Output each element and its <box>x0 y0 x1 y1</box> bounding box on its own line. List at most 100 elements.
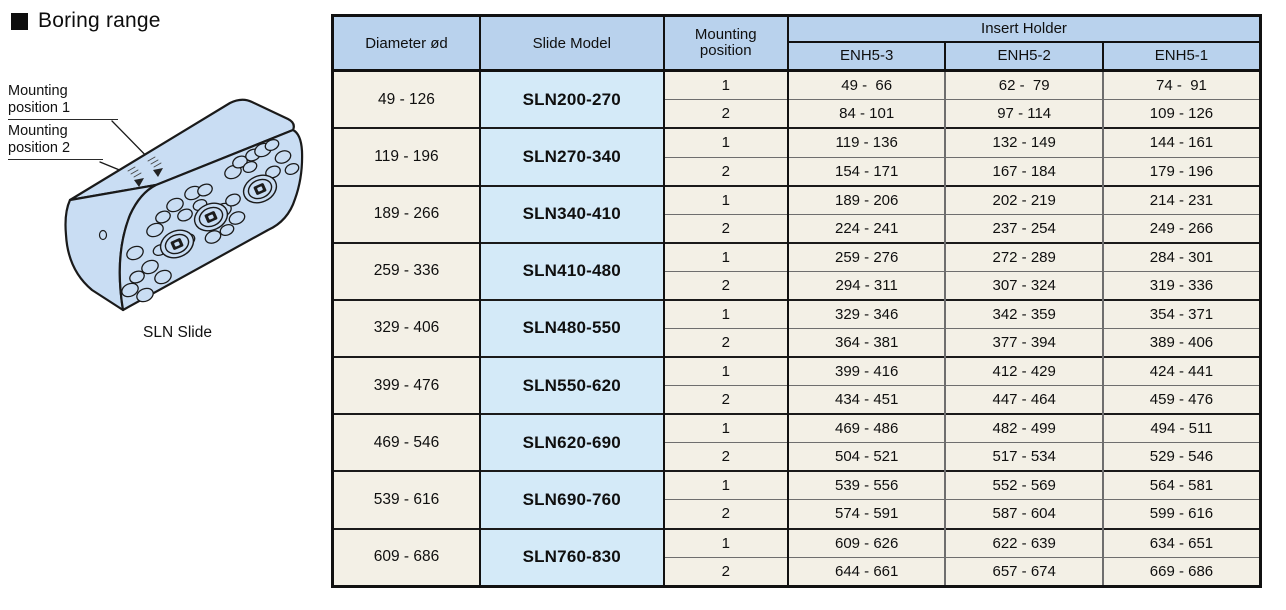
table-row: 539 - 616 SLN690-760 1 539 - 556 552 - 569 56… <box>332 470 1261 529</box>
enh5-1-cell: 669 - 686 <box>1102 556 1261 587</box>
mounting-position-cell: 2 <box>663 327 789 358</box>
slide-model-cell: SLN760-830 <box>479 527 665 587</box>
table-row: 119 - 196 SLN270-340 1 119 - 136 132 - 149 14… <box>332 127 1261 186</box>
table-row: 259 - 336 SLN410-480 1 259 - 276 272 - 289 28… <box>332 241 1261 300</box>
section-marker-square-icon <box>11 12 28 30</box>
diameter-cell: 539 - 616 <box>332 470 481 529</box>
mounting-position-1-label: Mounting position 1 <box>8 83 118 120</box>
mounting-position-cell: 1 <box>663 356 789 386</box>
enh5-3-cell: 84 - 101 <box>787 99 947 129</box>
table-row: 189 - 266 SLN340-410 1 189 - 206 202 - 219 21… <box>332 184 1261 243</box>
table-body: 49 - 126 SLN200-270 1 49 - 66 62 - 79 74 - 91… <box>332 69 1261 587</box>
mounting-position-cell: 1 <box>663 184 789 215</box>
enh5-3-cell: 399 - 416 <box>787 356 947 386</box>
enh5-1-cell: 319 - 336 <box>1102 270 1261 300</box>
enh5-2-cell: 517 - 534 <box>945 442 1104 472</box>
table-row: 2 434 - 451 447 - 464 459 - 476 <box>333 385 1261 415</box>
enh5-2-cell: 412 - 429 <box>945 356 1104 386</box>
boring-range-table: Diameter ød Slide Model Mounting positio… <box>331 14 1262 588</box>
enh5-3-cell: 294 - 311 <box>787 270 947 300</box>
table-row: 2 644 - 661 657 - 674 669 - 686 <box>333 556 1261 587</box>
enh5-2-cell: 167 - 184 <box>945 156 1104 186</box>
enh5-3-cell: 364 - 381 <box>787 327 947 358</box>
enh5-3-cell: 49 - 66 <box>787 69 947 100</box>
slide-model-cell: SLN270-340 <box>479 127 665 186</box>
enh5-3-cell: 224 - 241 <box>787 213 947 243</box>
enh5-2-cell: 132 - 149 <box>945 127 1104 157</box>
enh5-1-cell: 74 - 91 <box>1102 69 1261 100</box>
col-header-enh5-2: ENH5-2 <box>945 41 1104 72</box>
enh5-3-cell: 644 - 661 <box>787 556 947 587</box>
mounting-position-cell: 2 <box>663 270 789 300</box>
table-row: 2 154 - 171 167 - 184 179 - 196 <box>333 156 1261 186</box>
enh5-1-cell: 354 - 371 <box>1102 298 1261 329</box>
enh5-1-cell: 494 - 511 <box>1102 413 1261 443</box>
table-row: 2 574 - 591 587 - 604 599 - 616 <box>333 499 1261 529</box>
table-row: 609 - 686 SLN760-830 1 609 - 626 622 - 639 63… <box>332 527 1261 587</box>
enh5-3-cell: 189 - 206 <box>787 184 947 215</box>
enh5-2-cell: 482 - 499 <box>945 413 1104 443</box>
enh5-1-cell: 599 - 616 <box>1102 499 1261 529</box>
enh5-3-cell: 329 - 346 <box>787 298 947 329</box>
enh5-3-cell: 539 - 556 <box>787 470 947 500</box>
slide-model-cell: SLN480-550 <box>479 298 665 358</box>
table-row: 2 504 - 521 517 - 534 529 - 546 <box>333 442 1261 472</box>
mounting-position-1-marker-icon <box>153 168 163 177</box>
table-row: 2 84 - 101 97 - 114 109 - 126 <box>333 99 1261 129</box>
mounting-position-cell: 2 <box>663 99 789 129</box>
enh5-1-cell: 389 - 406 <box>1102 327 1261 358</box>
mounting-position-cell: 2 <box>663 556 789 587</box>
enh5-1-cell: 249 - 266 <box>1102 213 1261 243</box>
enh5-1-cell: 529 - 546 <box>1102 442 1261 472</box>
table-row: 399 - 476 SLN550-620 1 399 - 416 412 - 429 42… <box>332 356 1261 415</box>
slide-model-cell: SLN620-690 <box>479 413 665 472</box>
diameter-cell: 609 - 686 <box>332 527 481 587</box>
enh5-2-cell: 377 - 394 <box>945 327 1104 358</box>
mounting-position-cell: 1 <box>663 69 789 100</box>
mounting-position-cell: 2 <box>663 442 789 472</box>
diameter-cell: 49 - 126 <box>332 69 481 129</box>
enh5-2-cell: 307 - 324 <box>945 270 1104 300</box>
mounting-position-cell: 1 <box>663 127 789 157</box>
enh5-1-cell: 144 - 161 <box>1102 127 1261 157</box>
enh5-2-cell: 62 - 79 <box>945 69 1104 100</box>
diameter-cell: 329 - 406 <box>332 298 481 358</box>
enh5-3-cell: 154 - 171 <box>787 156 947 186</box>
enh5-1-cell: 564 - 581 <box>1102 470 1261 500</box>
left-panel: Boring range <box>0 0 331 610</box>
enh5-2-cell: 552 - 569 <box>945 470 1104 500</box>
hole-cluster-right <box>224 138 300 180</box>
enh5-1-cell: 424 - 441 <box>1102 356 1261 386</box>
enh5-1-cell: 284 - 301 <box>1102 241 1261 272</box>
table-row: 2 224 - 241 237 - 254 249 - 266 <box>333 213 1261 243</box>
table-header: Diameter ød Slide Model Mounting positio… <box>332 15 1261 72</box>
enh5-1-cell: 179 - 196 <box>1102 156 1261 186</box>
mounting-position-cell: 1 <box>663 241 789 272</box>
col-header-insert-holder: Insert Holder <box>787 15 1261 43</box>
table-row: 469 - 546 SLN620-690 1 469 - 486 482 - 499 49… <box>332 413 1261 472</box>
enh5-2-cell: 202 - 219 <box>945 184 1104 215</box>
mounting-position-cell: 2 <box>663 385 789 415</box>
slide-model-cell: SLN200-270 <box>479 69 665 129</box>
mounting-position-cell: 1 <box>663 298 789 329</box>
diameter-cell: 469 - 546 <box>332 413 481 472</box>
col-header-mounting-position: Mounting position <box>663 15 789 72</box>
sln-slide-illustration <box>64 98 304 312</box>
enh5-2-cell: 657 - 674 <box>945 556 1104 587</box>
mounting-position-cell: 2 <box>663 499 789 529</box>
mounting-position-cell: 2 <box>663 156 789 186</box>
enh5-3-cell: 434 - 451 <box>787 385 947 415</box>
table-row: 2 294 - 311 307 - 324 319 - 336 <box>333 270 1261 300</box>
slide-model-cell: SLN550-620 <box>479 356 665 415</box>
col-header-enh5-3: ENH5-3 <box>787 41 947 72</box>
diameter-cell: 399 - 476 <box>332 356 481 415</box>
enh5-2-cell: 237 - 254 <box>945 213 1104 243</box>
enh5-3-cell: 469 - 486 <box>787 413 947 443</box>
socket-bores <box>159 174 278 259</box>
enh5-2-cell: 447 - 464 <box>945 385 1104 415</box>
enh5-1-cell: 634 - 651 <box>1102 527 1261 558</box>
slide-caption: SLN Slide <box>143 324 212 341</box>
enh5-3-cell: 574 - 591 <box>787 499 947 529</box>
table-row: 2 364 - 381 377 - 394 389 - 406 <box>333 327 1261 358</box>
mounting-position-cell: 1 <box>663 527 789 558</box>
